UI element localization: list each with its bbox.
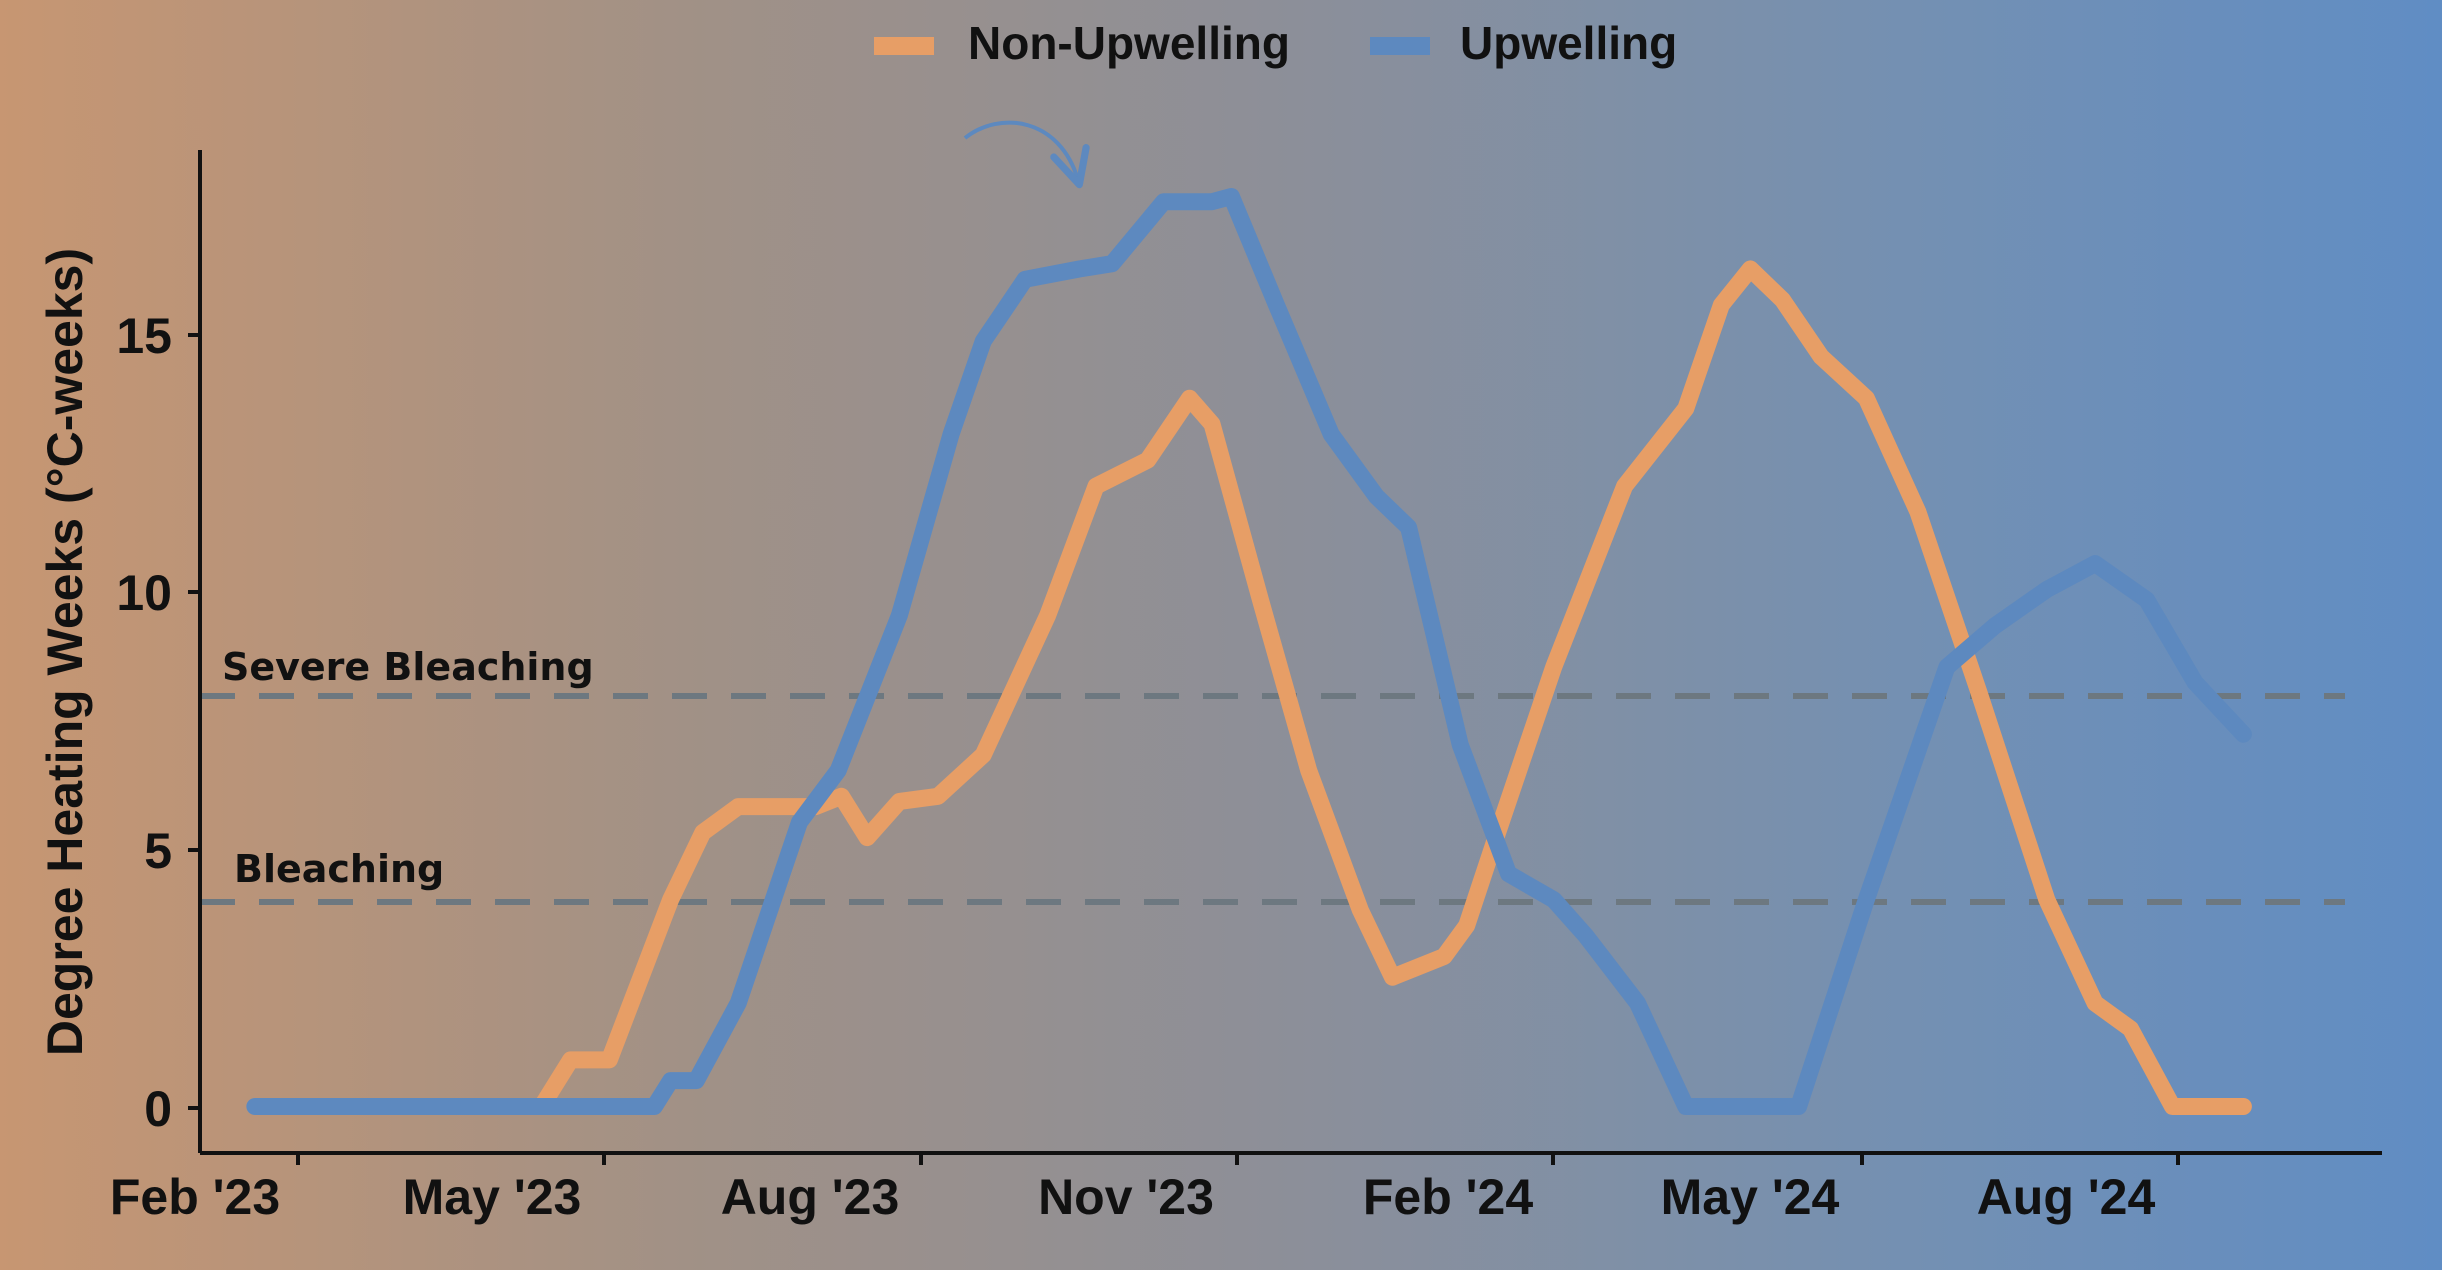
x-tick-label-aug-23: Aug '23 xyxy=(721,1169,900,1225)
y-tick-label-5: 5 xyxy=(144,823,172,879)
legend-label-non-upwelling: Non-Upwelling xyxy=(968,17,1290,69)
x-tick-label-nov-23: Nov '23 xyxy=(1038,1169,1214,1225)
series-line-upwelling xyxy=(246,188,2252,1115)
severe-bleaching-label: Severe Bleaching xyxy=(222,645,594,689)
legend-label-upwelling: Upwelling xyxy=(1460,17,1677,69)
y-axis-title: Degree Heating Weeks (°C-weeks) xyxy=(37,248,93,1056)
y-tick-label-15: 15 xyxy=(116,308,172,364)
y-ticks: 0 5 10 15 xyxy=(116,308,200,1137)
x-tick-label-may-23: May '23 xyxy=(403,1169,582,1225)
x-tick-label-feb-24: Feb '24 xyxy=(1363,1169,1533,1225)
legend-item-non-upwelling: Non-Upwelling xyxy=(874,17,1290,69)
legend: Non-Upwelling Upwelling xyxy=(874,17,1677,69)
series-line-non-upwelling xyxy=(246,260,2252,1115)
x-tick-label-aug-24: Aug '24 xyxy=(1977,1169,2156,1225)
x-ticks: Feb '23 May '23 Aug '23 Nov '23 Feb '24 … xyxy=(110,1153,2180,1225)
y-tick-label-10: 10 xyxy=(116,565,172,621)
legend-item-upwelling: Upwelling xyxy=(1370,17,1677,69)
bleaching-label: Bleaching xyxy=(234,847,444,891)
x-tick-label-may-24: May '24 xyxy=(1661,1169,1840,1225)
x-tick-label-feb-23: Feb '23 xyxy=(110,1169,280,1225)
y-tick-label-0: 0 xyxy=(144,1081,172,1137)
annotation-arrow xyxy=(963,120,1090,189)
